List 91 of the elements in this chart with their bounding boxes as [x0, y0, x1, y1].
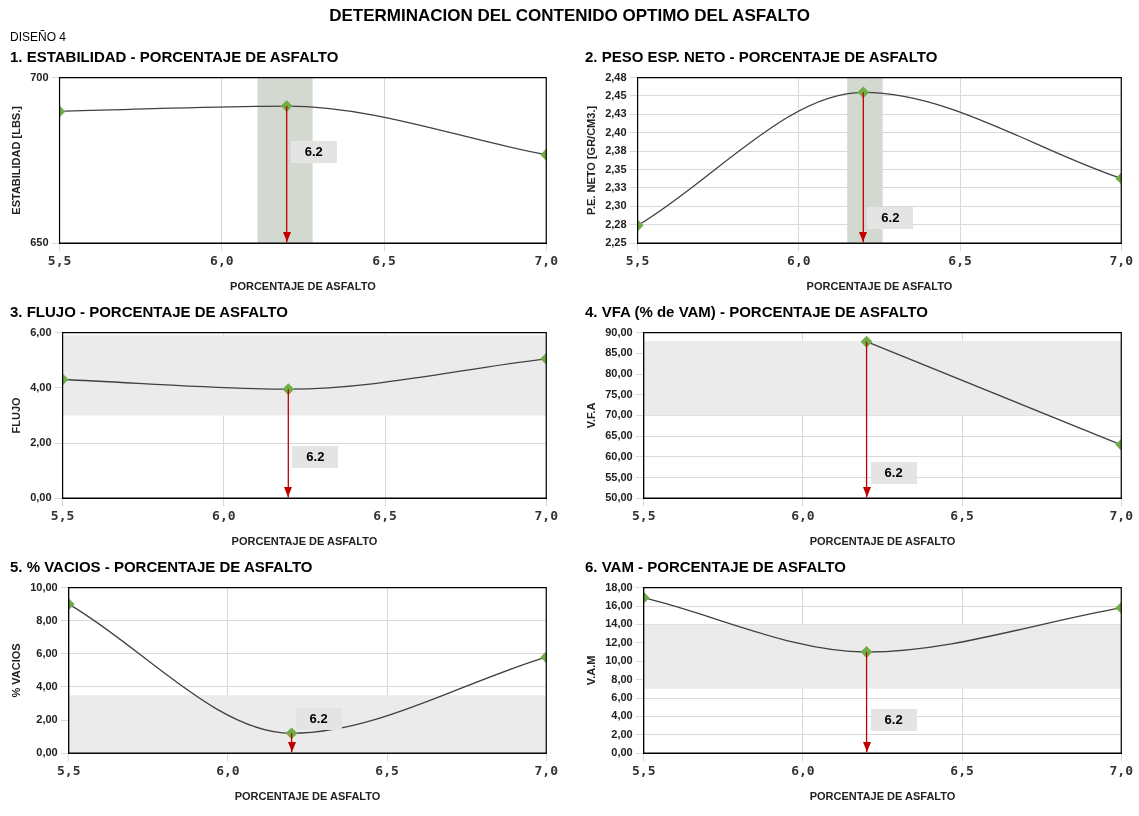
text: DETERMINACION DEL CONTENIDO OPTIMO DEL ASFALTO: [328, 6, 811, 26]
y-axis-title: V.F.A: [584, 402, 597, 429]
x-tick-label: 6,0: [210, 253, 234, 269]
x-tick-label: 5,5: [631, 763, 656, 779]
ref-line-label: 6.2: [290, 141, 337, 164]
chart-title: 5. % VACIOS - PORCENTAJE DE ASFALTO: [9, 557, 314, 577]
y-axis-title: V.A.M: [584, 655, 597, 686]
y-tick-label: 2,28: [605, 217, 627, 230]
y-tick-label: 2,25: [605, 236, 627, 249]
y-tick-label: 18,00: [605, 580, 633, 593]
y-tick-label: 80,00: [605, 367, 633, 380]
x-tick-label: 7,0: [534, 508, 559, 524]
x-tick-label: 7,0: [1109, 763, 1134, 779]
y-tick-label: 700: [30, 70, 49, 83]
x-axis-title: PORCENTAJE DE ASFALTO: [809, 535, 956, 548]
x-tick-label: 6,0: [787, 253, 811, 269]
y-tick-label: 2,40: [605, 125, 627, 138]
y-tick-label: 2,00: [36, 713, 58, 726]
y-axis-title: P.E. NETO [GR/CM3.]: [584, 105, 597, 215]
y-tick-label: 4,00: [611, 709, 633, 722]
y-tick-label: 4,00: [30, 380, 52, 393]
y-tick-label: 65,00: [605, 429, 633, 442]
ref-line-label: 6.2: [870, 462, 917, 485]
x-tick-label: 6,5: [950, 508, 974, 524]
y-tick-label: 10,00: [30, 580, 58, 593]
y-tick-label: 8,00: [611, 672, 633, 685]
y-tick-label: 2,48: [605, 70, 627, 83]
y-tick-label: 16,00: [605, 599, 633, 612]
ref-line-label: 6.2: [867, 207, 914, 230]
y-tick-label: 2,33: [605, 181, 627, 194]
y-tick-label: 2,45: [605, 89, 627, 102]
x-tick-label: 6,0: [791, 508, 815, 524]
y-tick-label: 6,00: [611, 691, 633, 704]
x-tick-label: 6,5: [375, 763, 399, 779]
y-tick-label: 2,00: [611, 727, 633, 740]
y-tick-label: 0,00: [611, 746, 633, 759]
y-tick-label: 50,00: [605, 491, 633, 504]
chart-title: 4. VFA (% de VAM) - PORCENTAJE DE ASFALTO: [584, 302, 929, 322]
y-tick-label: 85,00: [605, 346, 633, 359]
y-tick-label: 8,00: [36, 613, 58, 626]
x-tick-label: 6,5: [372, 253, 396, 269]
y-tick-label: 6,00: [30, 325, 52, 338]
x-tick-label: 7,0: [534, 763, 559, 779]
y-tick-label: 4,00: [36, 679, 58, 692]
y-tick-label: 12,00: [605, 635, 633, 648]
x-tick-label: 5,5: [631, 508, 656, 524]
ref-line-label: 6.2: [870, 709, 917, 732]
y-tick-label: 650: [30, 236, 49, 249]
x-tick-label: 5,5: [56, 763, 81, 779]
y-tick-label: 2,35: [605, 162, 627, 175]
y-tick-label: 60,00: [605, 449, 633, 462]
y-tick-label: 2,00: [30, 436, 52, 449]
y-tick-label: 2,43: [605, 107, 627, 120]
x-tick-label: 6,5: [373, 508, 397, 524]
y-tick-label: 90,00: [605, 325, 633, 338]
y-tick-label: 75,00: [605, 387, 633, 400]
ref-line-label: 6.2: [292, 445, 339, 468]
x-tick-label: 7,0: [1109, 253, 1134, 269]
chart-title: 6. VAM - PORCENTAJE DE ASFALTO: [584, 557, 847, 577]
x-tick-label: 6,0: [791, 763, 815, 779]
y-tick-label: 10,00: [605, 654, 633, 667]
y-axis-title: % VACIOS: [9, 643, 22, 698]
x-axis-title: PORCENTAJE DE ASFALTO: [809, 790, 956, 803]
x-axis-title: PORCENTAJE DE ASFALTO: [806, 280, 953, 293]
y-tick-label: 70,00: [605, 408, 633, 421]
chart-title: 1. ESTABILIDAD - PORCENTAJE DE ASFALTO: [9, 47, 340, 67]
x-tick-label: 5,5: [47, 253, 72, 269]
y-tick-label: 6,00: [36, 646, 58, 659]
y-tick-label: 2,38: [605, 144, 627, 157]
y-tick-label: 2,30: [605, 199, 627, 212]
y-tick-label: 0,00: [30, 491, 52, 504]
x-axis-title: PORCENTAJE DE ASFALTO: [234, 790, 381, 803]
x-tick-label: 6,5: [950, 763, 974, 779]
ref-line-label: 6.2: [295, 708, 342, 731]
x-tick-label: 6,0: [212, 508, 236, 524]
x-tick-label: 7,0: [534, 253, 559, 269]
x-tick-label: 5,5: [625, 253, 650, 269]
text: DISEÑO 4: [10, 30, 67, 44]
y-tick-label: 55,00: [605, 470, 633, 483]
x-tick-label: 7,0: [1109, 508, 1134, 524]
y-axis-title: ESTABILIDAD [LBS.]: [9, 105, 22, 215]
chart-title: 2. PESO ESP. NETO - PORCENTAJE DE ASFALTO: [584, 47, 939, 67]
x-tick-label: 6,0: [216, 763, 240, 779]
x-tick-label: 6,5: [948, 253, 972, 269]
y-tick-label: 0,00: [36, 746, 58, 759]
y-tick-label: 14,00: [605, 617, 633, 630]
chart-title: 3. FLUJO - PORCENTAJE DE ASFALTO: [9, 302, 289, 322]
x-tick-label: 5,5: [50, 508, 75, 524]
x-axis-title: PORCENTAJE DE ASFALTO: [231, 535, 378, 548]
y-axis-title: FLUJO: [9, 396, 22, 434]
x-axis-title: PORCENTAJE DE ASFALTO: [230, 280, 377, 293]
